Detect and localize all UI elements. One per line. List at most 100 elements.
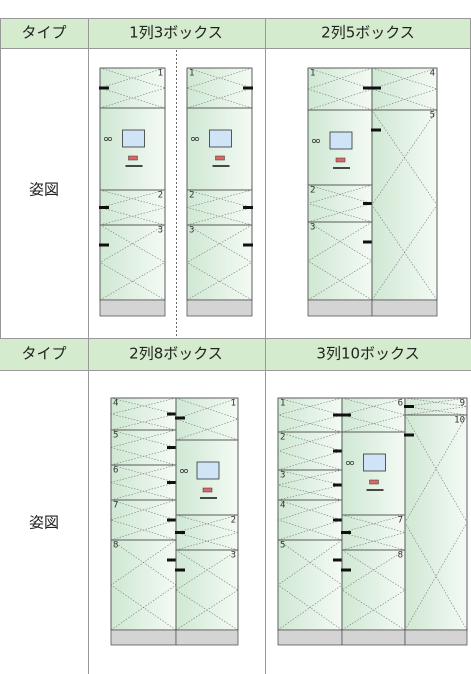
box-diagonal	[110, 499, 177, 521]
box-diagonal	[307, 203, 373, 223]
box-diagonal	[186, 224, 253, 263]
box-diagonal	[99, 207, 166, 226]
panel-sensor	[104, 137, 108, 141]
box-handle	[363, 202, 373, 205]
box-diagonal	[110, 584, 177, 631]
panel-sensor	[312, 139, 316, 143]
box-handle	[243, 86, 253, 90]
locker-base	[307, 299, 373, 317]
box-diagonal	[277, 484, 343, 501]
box-number: 10	[454, 416, 465, 426]
header-bg	[0, 338, 471, 370]
box-diagonal	[341, 397, 406, 416]
panel-sensor	[316, 139, 320, 143]
box-number: 2	[189, 191, 194, 201]
figure-label: 姿図	[29, 514, 59, 532]
box-diagonal	[277, 584, 343, 631]
box-handle	[175, 531, 185, 534]
box-number: 5	[113, 431, 118, 441]
box-diagonal	[277, 519, 343, 541]
panel-sensor	[180, 469, 184, 473]
box-number: 4	[280, 501, 285, 511]
box-diagonal	[99, 262, 166, 301]
box-number: 5	[280, 541, 285, 551]
box-diagonal	[341, 589, 406, 631]
box-number: 7	[113, 501, 118, 511]
panel-slot	[335, 157, 346, 163]
box-diagonal	[341, 532, 406, 551]
box-diagonal	[110, 539, 177, 586]
box-handle	[175, 416, 185, 420]
box-diagonal	[307, 221, 373, 262]
box-handle	[341, 413, 351, 417]
box-diagonal	[186, 67, 253, 89]
box-diagonal	[175, 397, 239, 420]
locker-base	[371, 299, 438, 317]
locker-base	[110, 629, 177, 646]
box-number: 2	[158, 191, 163, 201]
box-diagonal	[371, 204, 438, 301]
box-handle	[333, 413, 343, 417]
locker-body	[99, 67, 166, 301]
figure-label: 姿図	[29, 181, 59, 199]
box-handle	[333, 483, 343, 487]
box-diagonal	[277, 431, 343, 452]
box-diagonal	[110, 464, 177, 483]
box-number: 3	[310, 223, 315, 233]
panel-slot	[202, 487, 213, 493]
panel-sensor	[191, 137, 195, 141]
box-handle	[404, 405, 414, 408]
box-diagonal	[307, 260, 373, 301]
box-handle	[99, 243, 109, 247]
box-handle	[363, 240, 373, 244]
locker-body	[110, 397, 177, 631]
locker-base	[186, 299, 253, 317]
box-diagonal	[341, 414, 406, 433]
box-diagonal	[404, 414, 468, 523]
locker-body	[404, 397, 468, 631]
box-handle	[167, 412, 177, 416]
column-header: 2列8ボックス	[129, 345, 223, 363]
locker-base	[175, 629, 239, 646]
locker-base	[404, 629, 468, 646]
box-handle	[99, 206, 109, 209]
box-diagonal	[277, 414, 343, 433]
locker-body	[186, 67, 253, 301]
box-number: 4	[113, 399, 118, 409]
box-diagonal	[110, 429, 177, 448]
box-handle	[243, 243, 253, 247]
box-diagonal	[277, 469, 343, 486]
box-handle	[333, 558, 343, 562]
box-diagonal	[110, 482, 177, 501]
locker-base	[277, 629, 343, 646]
box-diagonal	[341, 414, 406, 433]
panel-sensor	[195, 137, 199, 141]
box-diagonal	[110, 519, 177, 541]
box-handle	[167, 481, 177, 484]
box-handle	[371, 86, 381, 90]
panel-sensor	[108, 137, 112, 141]
box-diagonal	[371, 109, 438, 206]
box-diagonal	[341, 514, 406, 533]
box-diagonal	[99, 67, 166, 89]
box-handle	[341, 568, 351, 572]
box-diagonal	[277, 450, 343, 471]
panel-screen	[363, 453, 386, 472]
panel-screen	[196, 461, 220, 480]
box-number: 1	[231, 399, 236, 409]
box-diagonal	[175, 418, 239, 441]
box-diagonal	[277, 499, 343, 521]
box-diagonal	[186, 87, 253, 109]
box-diagonal	[277, 469, 343, 486]
box-diagonal	[175, 397, 239, 420]
box-handle	[333, 518, 343, 522]
box-number: 3	[158, 226, 163, 236]
box-diagonal	[341, 549, 406, 591]
box-handle	[333, 449, 343, 453]
box-number: 7	[398, 516, 403, 526]
box-number: 9	[460, 399, 465, 409]
box-number: 1	[158, 69, 163, 79]
box-diagonal	[175, 589, 239, 631]
panel-slot	[128, 155, 138, 161]
box-diagonal	[99, 87, 166, 109]
